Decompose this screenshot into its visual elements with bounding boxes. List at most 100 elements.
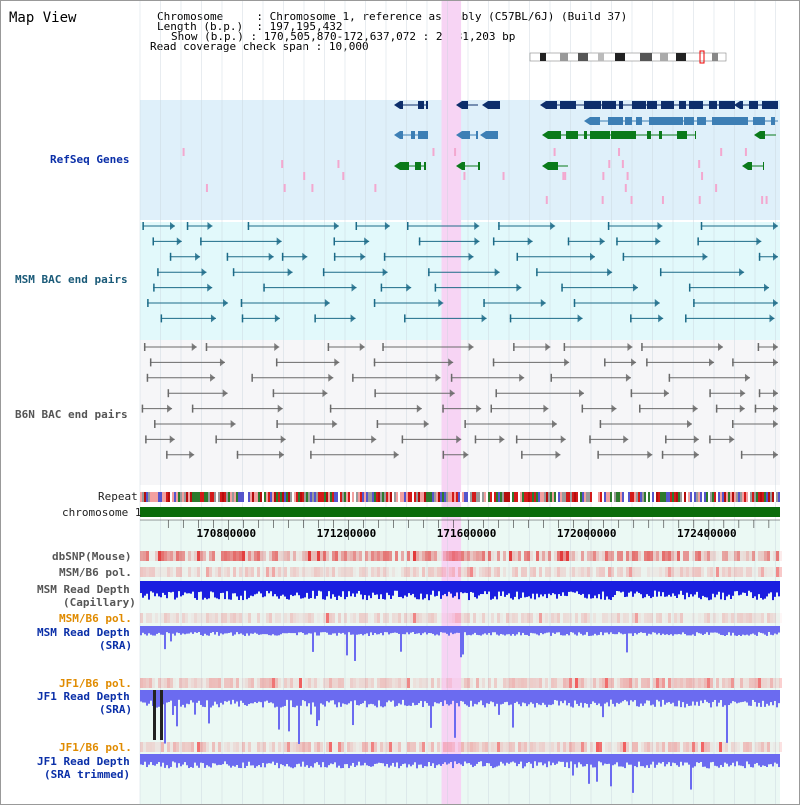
msm-depth-sra-bar [482, 626, 484, 635]
repeat-segment [404, 492, 406, 502]
msm-depth-capillary-bar [158, 581, 160, 597]
jf1-depth-sra-bar [288, 690, 290, 732]
track-label-msm-bac[interactable]: MSM BAC end pairs [15, 273, 128, 286]
track-label-msm-b6-pol-1[interactable]: MSM/B6 pol. [59, 566, 132, 579]
track-label-jf1-depth-trim[interactable]: JF1 Read Depth [37, 755, 130, 768]
jf1-depth-sra-bar [364, 690, 366, 701]
track-label-b6n-bac[interactable]: B6N BAC end pairs [15, 408, 128, 421]
b6n-bac-pair-end-right [611, 404, 617, 413]
jf1-depth-trim-bar [698, 754, 700, 763]
jf1-b6-pol-strip [677, 678, 680, 688]
jf1-depth-sra-bar [586, 690, 588, 704]
jf1-depth-sra-bar [172, 690, 174, 715]
jf1-b6-pol-strip [401, 678, 404, 688]
repeat-segment [390, 492, 392, 502]
track-label-msm-depth-cap[interactable]: MSM Read Depth [37, 583, 130, 596]
b6n-bac-pair-end-left [589, 435, 591, 444]
jf1-depth-sra-bar [774, 690, 776, 701]
msm-b6-pol-strip-2 [611, 613, 614, 623]
msm-bac-pair-end-right [702, 252, 708, 261]
repeat-segment [364, 492, 366, 502]
track-label-msm-depth-sra[interactable]: MSM Read Depth [37, 626, 130, 639]
jf1-depth-sra-bar [570, 690, 572, 707]
repeat-segment [724, 492, 726, 502]
msm-depth-capillary-bar [520, 581, 522, 598]
gene-exon [590, 117, 600, 125]
b6n-bac-pair-end-left [401, 435, 404, 444]
repeat-segment [536, 492, 538, 502]
refseq-marker [761, 196, 764, 204]
msm-depth-capillary-bar [776, 581, 778, 593]
msm-depth-sra-bar [214, 626, 216, 635]
jf1-depth-sra-bar [504, 690, 506, 703]
msm-depth-sra-bar [650, 626, 652, 635]
jf1-depth-trim-bar [434, 754, 436, 768]
jf1-b6-pol-strip [548, 678, 551, 688]
repeat-segment [188, 492, 190, 502]
jf1-depth-sra-bar [598, 690, 600, 704]
repeat-segment [400, 492, 402, 502]
jf1-depth-trim-bar [342, 754, 344, 769]
repeat-segment [696, 492, 698, 502]
msm-bac-pair-end-right [494, 268, 500, 277]
gene-exon [584, 131, 587, 139]
msm-depth-capillary-bar [746, 581, 748, 596]
msm-depth-capillary-bar [730, 581, 732, 600]
msm-depth-sra-bar [152, 626, 154, 636]
msm-b6-pol-strip [680, 567, 683, 577]
track-label-dbsnp[interactable]: dbSNP(Mouse) [52, 550, 132, 563]
msm-depth-capillary-bar [230, 581, 232, 600]
jf1-b6-pol-strip-2 [536, 742, 539, 752]
jf1-depth-sra-bar [178, 690, 180, 700]
repeat-segment [158, 492, 160, 502]
jf1-depth-sra-bar [494, 690, 496, 707]
jf1-depth-sra-bar [738, 690, 740, 703]
msm-b6-pol-strip [347, 567, 350, 577]
track-label-repeat[interactable]: Repeat [98, 490, 138, 503]
repeat-segment [634, 492, 636, 502]
jf1-depth-trim-bar [514, 754, 516, 763]
jf1-b6-pol-strip [752, 678, 755, 688]
track-label-msm-b6-pol-2[interactable]: MSM/B6 pol. [59, 612, 132, 625]
jf1-depth-trim-bar [710, 754, 712, 763]
msm-depth-capillary-bar [684, 581, 686, 600]
b6n-bac-pair-end-left [732, 420, 734, 428]
jf1-depth-sra-bar [556, 690, 558, 701]
axis-tick-label: 170800000 [197, 527, 257, 540]
jf1-depth-sra-bar [304, 690, 306, 702]
jf1-depth-sra-bar [226, 690, 228, 702]
track-label-jf1-b6-pol-2[interactable]: JF1/B6 pol. [59, 741, 132, 754]
jf1-depth-trim-bar [218, 754, 220, 765]
jf1-b6-pol-strip [242, 678, 245, 688]
track-label-jf1-depth-sra[interactable]: JF1 Read Depth [37, 690, 130, 703]
jf1-depth-sra-bar [762, 690, 764, 701]
jf1-depth-trim-bar [752, 754, 754, 768]
msm-depth-capillary-bar [524, 581, 526, 598]
jf1-depth-trim-bar [776, 754, 778, 764]
track-label-chromosome[interactable]: chromosome 1 [62, 506, 142, 519]
jf1-b6-pol-strip [482, 678, 485, 688]
track-label-jf1-b6-pol-1[interactable]: JF1/B6 pol. [59, 677, 132, 690]
msm-depth-capillary-bar [440, 581, 442, 599]
msm-depth-sra-bar [348, 626, 350, 633]
dbsnp-strip [701, 551, 704, 561]
msm-depth-capillary-bar [572, 581, 574, 593]
repeat-segment [716, 492, 718, 502]
jf1-b6-pol-strip-2 [563, 742, 566, 752]
jf1-depth-sra-bar [550, 690, 552, 706]
b6n-bac-pair-end-right [560, 435, 566, 444]
msm-depth-capillary-bar [256, 581, 258, 594]
dbsnp-strip [659, 551, 662, 561]
jf1-depth-sra-bar [584, 690, 586, 704]
msm-b6-pol-strip-2 [458, 613, 461, 623]
repeat-segment [384, 492, 386, 502]
msm-depth-capillary-bar [582, 581, 584, 594]
track-label-refseq[interactable]: RefSeq Genes [50, 153, 130, 166]
track-label-msm-depth-sra-sub: (SRA) [99, 639, 133, 652]
msm-b6-pol-strip-2 [254, 613, 257, 623]
jf1-depth-trim-bar [498, 754, 500, 766]
jf1-depth-sra-bar [194, 690, 196, 715]
msm-b6-pol-strip-2 [182, 613, 185, 623]
repeat-segment [372, 492, 374, 502]
